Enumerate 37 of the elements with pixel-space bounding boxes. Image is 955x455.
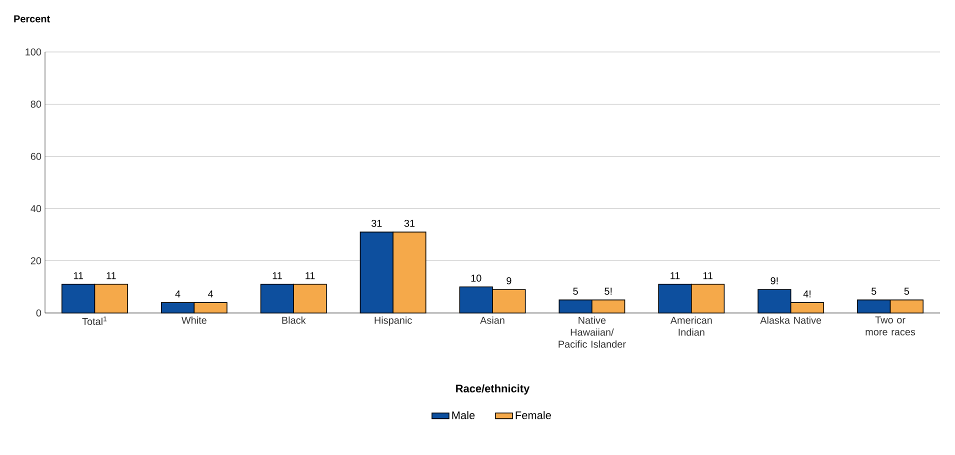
data-label: 5 (872, 288, 876, 295)
x-tick-label: Total$^{1}$ (82, 316, 107, 326)
y-tick-label: 40 (30, 205, 42, 212)
y-tick-label: 80 (30, 100, 42, 108)
data-label: 9 (506, 277, 512, 284)
y-tick-label: 60 (30, 152, 42, 160)
legend-label: Female (516, 411, 551, 420)
x-tick-label: Two or more races (866, 316, 916, 336)
data-label: 11 (106, 272, 116, 280)
x-tick-label: Hispanic (374, 316, 412, 326)
data-label: 10 (471, 274, 482, 282)
data-label: 5 (573, 288, 578, 295)
y-tick-label: 0 (36, 309, 42, 317)
data-label: 11 (670, 272, 680, 280)
data-label: 9! (770, 277, 778, 284)
legend-label: Male (452, 411, 475, 420)
x-tick-label: Alaska Native (760, 316, 822, 324)
x-tick-label: Black (282, 316, 306, 324)
y-tick-label: 100 (26, 48, 42, 56)
data-label: 4! (803, 290, 810, 298)
data-label: 11 (703, 272, 712, 280)
data-label: 4 (175, 290, 180, 298)
data-label: 31 (404, 220, 415, 227)
x-tick-label: American Indian (670, 316, 712, 336)
x-tick-label: Native Hawaiian/ Pacific Islander (558, 316, 626, 348)
y-tick-label: 20 (30, 257, 42, 264)
data-label: 5 (904, 288, 910, 295)
data-label: 11 (272, 272, 282, 280)
data-label: 5! (604, 288, 612, 295)
data-label: 11 (306, 272, 315, 280)
x-tick-label: Asian (480, 316, 504, 324)
x-axis-title: Race/ethnicity (456, 384, 530, 395)
data-label: 31 (371, 220, 382, 227)
y-axis-title: Percent (14, 15, 50, 22)
data-label: 11 (74, 272, 84, 280)
data-label: 4 (208, 290, 214, 298)
x-tick-label: White (181, 316, 206, 324)
